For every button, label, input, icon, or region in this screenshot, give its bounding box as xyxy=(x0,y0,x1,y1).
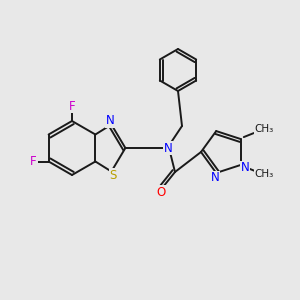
Text: CH₃: CH₃ xyxy=(254,124,273,134)
Text: N: N xyxy=(211,171,220,184)
Text: N: N xyxy=(106,114,115,127)
Text: CH₃: CH₃ xyxy=(254,169,273,179)
Text: N: N xyxy=(240,161,249,174)
Text: O: O xyxy=(156,185,166,199)
Text: N: N xyxy=(164,142,172,154)
Text: S: S xyxy=(110,169,117,182)
Text: F: F xyxy=(69,100,75,112)
Text: F: F xyxy=(30,155,37,168)
